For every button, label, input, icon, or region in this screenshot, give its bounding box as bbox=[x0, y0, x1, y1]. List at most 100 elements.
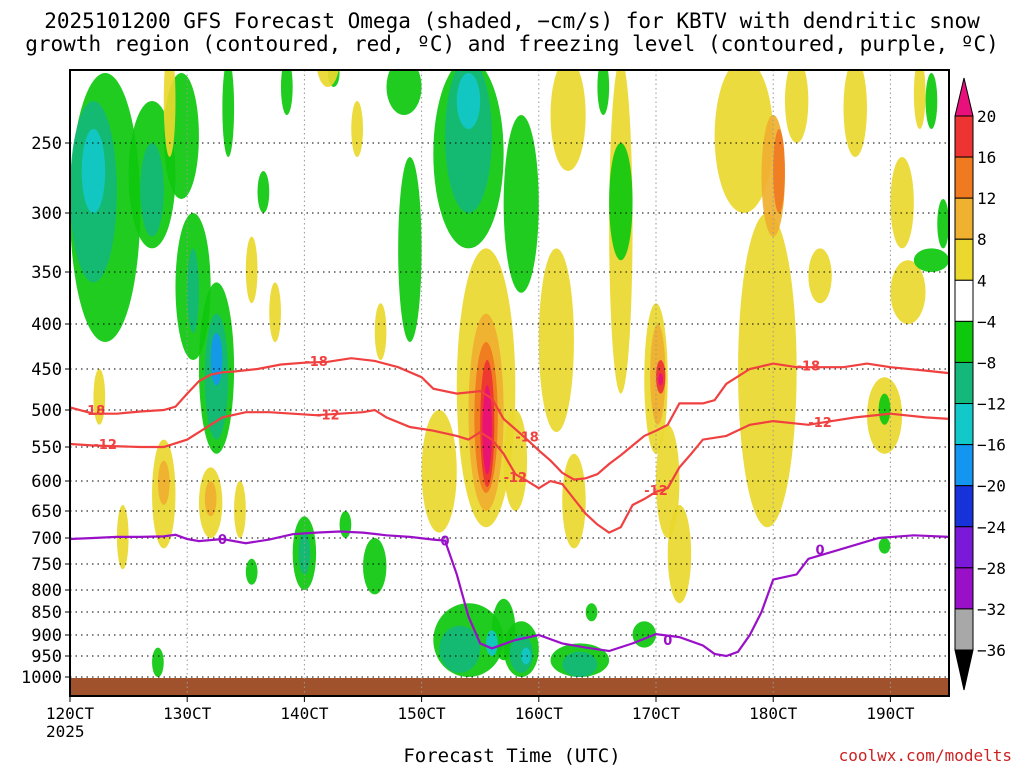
contour-label: -12 bbox=[808, 416, 832, 431]
contour-label: -12 bbox=[644, 484, 668, 499]
omega-cell bbox=[81, 129, 106, 213]
colorbar-segment bbox=[954, 403, 974, 446]
y-tick-label: 400 bbox=[31, 315, 62, 335]
colorbar: 20 16 12 8 4 −4 −8 −12 −16 −20 −24 −28 −32 −36 bbox=[954, 77, 1006, 691]
colorbar-segment bbox=[954, 238, 974, 281]
y-tick-label: 300 bbox=[31, 204, 62, 224]
omega-cell bbox=[257, 171, 270, 213]
y-tick-label: 750 bbox=[31, 555, 62, 575]
omega-shading bbox=[70, 70, 949, 678]
time-axis: 120CT 130CT 140CT 150CT 160CT 170CT 180CT 190CT bbox=[46, 696, 915, 723]
omega-cell bbox=[913, 248, 949, 272]
colorbar-label: −36 bbox=[977, 641, 1006, 660]
colorbar-segment bbox=[954, 444, 974, 487]
omega-cell bbox=[562, 651, 598, 678]
contour-label: -12 bbox=[93, 438, 117, 453]
omega-cell bbox=[784, 70, 809, 143]
y-tick-label: 650 bbox=[31, 502, 62, 522]
y-tick-label: 850 bbox=[31, 603, 62, 623]
omega-cell bbox=[439, 625, 481, 673]
colorbar-label: −4 bbox=[977, 312, 996, 331]
colorbar-segment bbox=[954, 197, 974, 240]
contour-label: 0 bbox=[663, 634, 672, 649]
omega-cell bbox=[925, 73, 938, 129]
omega-cell bbox=[585, 603, 598, 622]
omega-cell bbox=[456, 73, 481, 129]
colorbar-segment bbox=[954, 567, 974, 610]
contour-label: -12 bbox=[504, 471, 528, 486]
colorbar-segment bbox=[954, 485, 974, 528]
credit-link[interactable]: coolwx.com/modelts bbox=[838, 746, 1012, 765]
omega-cell bbox=[269, 282, 281, 343]
omega-cell bbox=[386, 70, 422, 115]
x-tick-label: 190CT bbox=[866, 704, 915, 723]
omega-cell bbox=[204, 481, 217, 517]
colorbar-label: −16 bbox=[977, 436, 1006, 455]
omega-cell bbox=[245, 558, 258, 585]
y-tick-label: 900 bbox=[31, 626, 62, 646]
omega-cell bbox=[482, 385, 492, 475]
omega-cell bbox=[843, 70, 867, 157]
x-tick-label: 180CT bbox=[749, 704, 798, 723]
colorbar-label: 12 bbox=[977, 189, 996, 208]
omega-cell bbox=[667, 504, 692, 604]
omega-cell bbox=[222, 70, 235, 157]
omega-cell bbox=[157, 460, 170, 505]
plot-frame bbox=[69, 69, 950, 697]
omega-cell bbox=[445, 70, 492, 213]
omega-cell bbox=[140, 143, 164, 237]
colorbar-label: −28 bbox=[977, 559, 1006, 578]
omega-cell bbox=[890, 260, 926, 324]
colorbar-segment bbox=[954, 320, 974, 363]
colorbar-label: −12 bbox=[977, 395, 1006, 414]
isotherm-contours: -18 -18 -18 -18 -12 -12 -12 -12 -12 0 0 0 0 bbox=[70, 355, 949, 658]
contour-line bbox=[70, 408, 949, 534]
x-tick-label: 130CT bbox=[163, 704, 212, 723]
y-tick-label: 700 bbox=[31, 529, 62, 549]
omega-cell bbox=[363, 538, 387, 595]
colorbar-segment bbox=[954, 526, 974, 569]
contour-label: -18 bbox=[797, 359, 821, 374]
colorbar-cap-bottom bbox=[954, 649, 974, 691]
y-tick-label: 250 bbox=[31, 134, 62, 154]
omega-cell bbox=[486, 630, 498, 656]
omega-cell bbox=[808, 248, 832, 304]
omega-cell bbox=[937, 199, 949, 249]
colorbar-label: −8 bbox=[977, 353, 996, 372]
omega-cell bbox=[163, 70, 176, 157]
omega-cell bbox=[878, 393, 891, 425]
colorbar-cap-top bbox=[954, 77, 974, 117]
omega-cell bbox=[245, 236, 258, 304]
omega-cell bbox=[421, 410, 457, 533]
omega-cell bbox=[714, 70, 774, 213]
omega-cell bbox=[210, 333, 223, 386]
omega-cell bbox=[550, 70, 586, 171]
contour-label: 0 bbox=[441, 535, 450, 550]
omega-cell bbox=[339, 511, 352, 538]
omega-cell bbox=[521, 647, 531, 665]
omega-cell bbox=[398, 157, 422, 342]
omega-cell bbox=[913, 70, 926, 129]
omega-cell bbox=[93, 369, 106, 425]
y-tick-label: 600 bbox=[31, 472, 62, 492]
colorbar-label: 8 bbox=[977, 230, 987, 249]
omega-cell bbox=[656, 424, 680, 538]
x-tick-label: 150CT bbox=[398, 704, 447, 723]
omega-cell bbox=[152, 647, 164, 677]
colorbar-label: 20 bbox=[977, 107, 996, 126]
omega-cell bbox=[597, 70, 610, 115]
omega-cell bbox=[351, 101, 364, 157]
colorbar-label: −24 bbox=[977, 518, 1006, 537]
omega-cell bbox=[609, 143, 633, 261]
contour-line bbox=[70, 357, 949, 481]
colorbar-segment bbox=[954, 156, 974, 199]
omega-cell bbox=[503, 114, 539, 293]
y-tick-label: 800 bbox=[31, 581, 62, 601]
y-tick-label: 500 bbox=[31, 401, 62, 421]
colorbar-label: 16 bbox=[977, 148, 996, 167]
omega-cell bbox=[658, 373, 664, 386]
colorbar-segment bbox=[954, 361, 974, 405]
y-tick-label: 350 bbox=[31, 263, 62, 283]
chart-title-line-2: growth region (contoured, red, ºC) and f… bbox=[25, 32, 999, 56]
contour-label: -18 bbox=[515, 431, 539, 446]
